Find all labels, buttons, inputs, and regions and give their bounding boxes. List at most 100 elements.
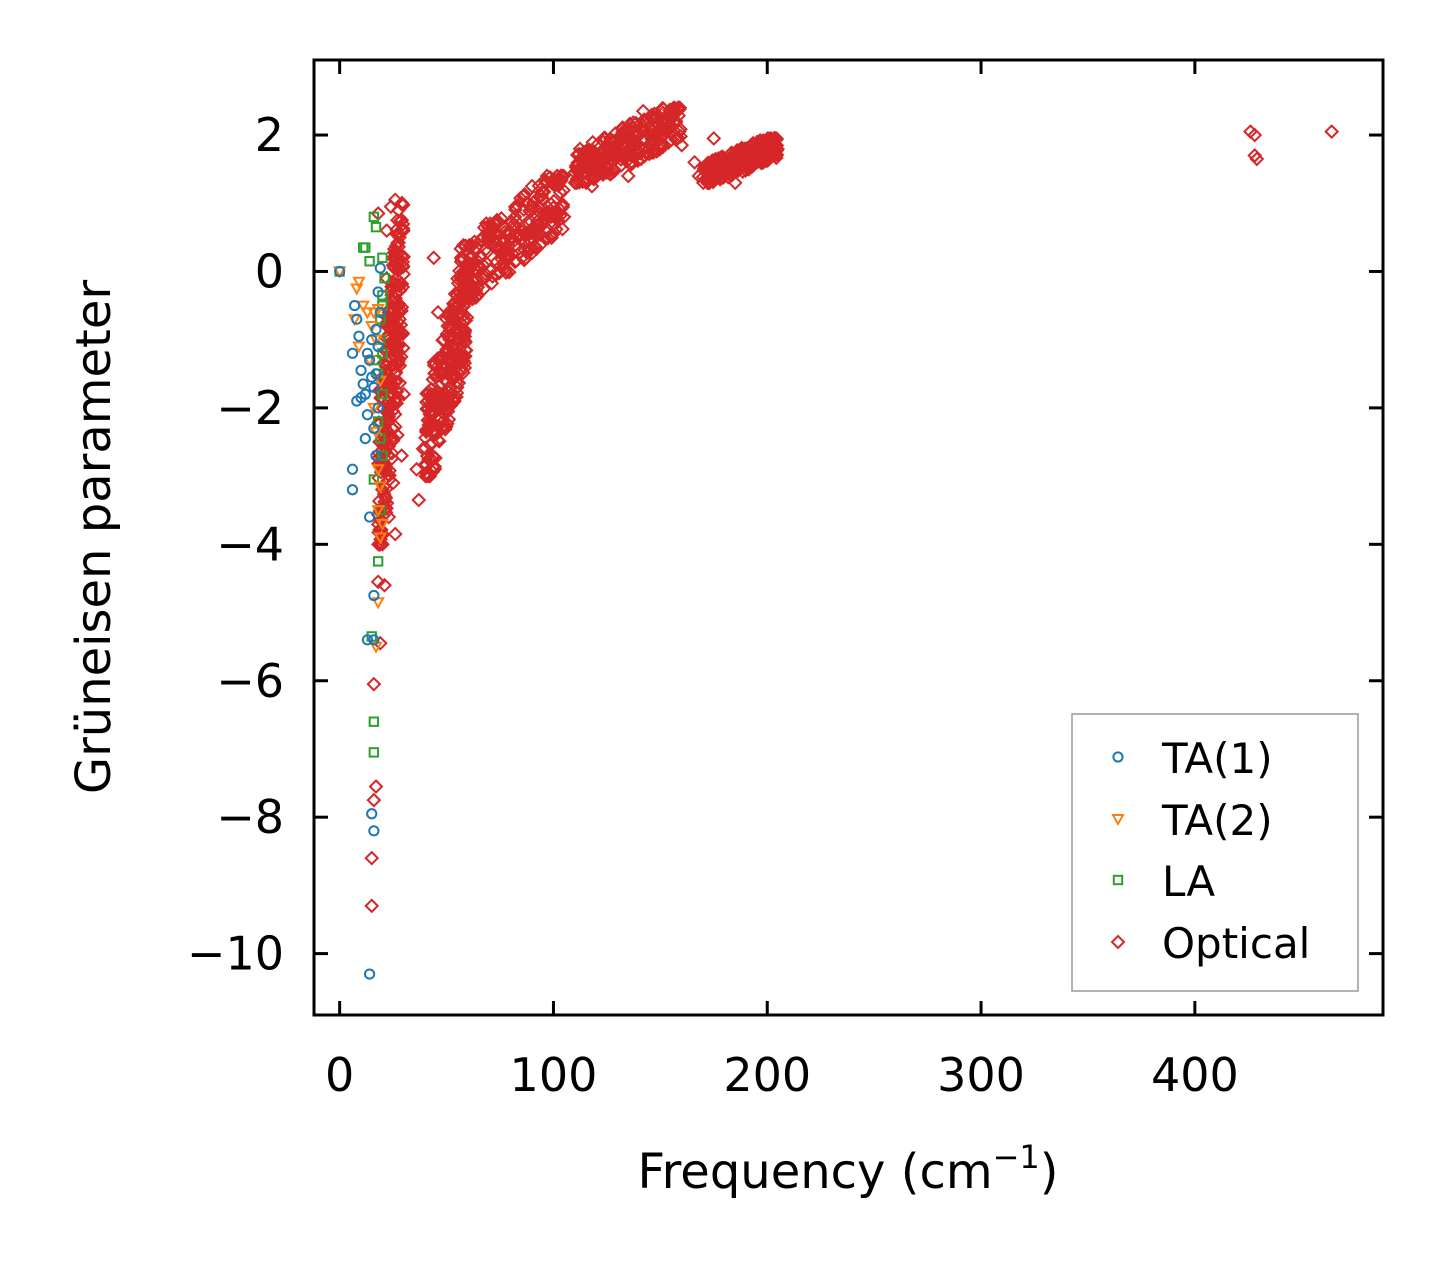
ta1-point bbox=[363, 354, 376, 366]
y-tick-label: −4 bbox=[216, 517, 284, 571]
optical-cluster-point bbox=[586, 171, 602, 187]
x-tick-label: 400 bbox=[1151, 1048, 1239, 1102]
ta2-point bbox=[356, 300, 370, 313]
optical-cluster-point bbox=[517, 226, 533, 241]
ta1-point bbox=[368, 381, 380, 394]
optical-cluster-point bbox=[461, 291, 477, 307]
optical-cluster-point bbox=[590, 136, 606, 152]
optical-cluster-point bbox=[437, 419, 453, 435]
optical-point bbox=[385, 250, 401, 266]
optical-point bbox=[370, 574, 386, 590]
optical-cluster-point bbox=[371, 536, 386, 552]
optical-cluster-point bbox=[461, 237, 477, 253]
la-point bbox=[370, 221, 382, 233]
optical-point bbox=[377, 577, 392, 593]
optical-cluster-point bbox=[571, 174, 587, 190]
optical-cluster-point bbox=[625, 115, 641, 130]
ta1-point bbox=[374, 306, 386, 318]
optical-cluster-point bbox=[536, 184, 552, 200]
optical-cluster-point bbox=[705, 174, 721, 190]
optical-cluster-point bbox=[496, 244, 511, 260]
la-point bbox=[368, 747, 380, 758]
optical-cluster-point bbox=[427, 461, 443, 477]
optical-cluster-point bbox=[386, 431, 401, 447]
la-point bbox=[360, 242, 371, 253]
optical-cluster-point bbox=[723, 164, 739, 180]
optical-cluster-point bbox=[510, 228, 525, 243]
optical-point bbox=[610, 137, 626, 153]
optical-point bbox=[687, 154, 702, 170]
optical-cluster-point bbox=[767, 131, 783, 146]
y-tick-label: −10 bbox=[187, 927, 284, 981]
optical-cluster-point bbox=[422, 437, 438, 453]
optical-cluster-point bbox=[381, 398, 397, 414]
optical-point bbox=[368, 779, 384, 794]
ta2-point bbox=[371, 505, 385, 518]
ta2-point bbox=[375, 518, 390, 531]
optical-point bbox=[635, 103, 651, 119]
optical-point bbox=[524, 178, 540, 194]
optical-cluster-point bbox=[496, 261, 512, 277]
optical-cluster-point bbox=[531, 217, 547, 232]
optical-cluster-point bbox=[655, 105, 671, 121]
optical-cluster-point bbox=[744, 145, 760, 161]
optical-point bbox=[385, 475, 401, 491]
optical-cluster-point bbox=[451, 284, 467, 299]
optical-point bbox=[460, 264, 476, 279]
optical-cluster-point bbox=[623, 147, 639, 163]
optical-point bbox=[366, 676, 382, 692]
optical-cluster-point bbox=[633, 116, 648, 131]
optical-point bbox=[387, 192, 403, 208]
ta1-point bbox=[361, 347, 374, 359]
optical-cluster-point bbox=[645, 142, 661, 158]
optical-cluster-point bbox=[540, 230, 556, 246]
optical-cluster-point bbox=[504, 214, 520, 230]
ta1-point bbox=[351, 313, 363, 325]
optical-cluster-point bbox=[539, 168, 555, 184]
optical-cluster-point bbox=[372, 536, 388, 552]
x-axis-label: Frequency (cm−1) bbox=[637, 1138, 1058, 1200]
la-point bbox=[368, 211, 380, 223]
x-tick-label: 0 bbox=[325, 1048, 354, 1102]
optical-point bbox=[389, 427, 405, 443]
optical-cluster-point bbox=[652, 141, 668, 157]
optical-cluster-point bbox=[457, 323, 473, 339]
y-tick-label: 2 bbox=[255, 108, 284, 162]
optical-cluster-point bbox=[447, 346, 463, 362]
optical-cluster-point bbox=[647, 110, 663, 125]
optical-cluster-point bbox=[395, 254, 411, 270]
optical-cluster-point bbox=[451, 375, 467, 391]
legend-box bbox=[1071, 713, 1359, 992]
optical-cluster-point bbox=[507, 232, 522, 248]
ta1-point bbox=[374, 262, 386, 274]
optical-cluster-point bbox=[604, 153, 620, 169]
optical-point bbox=[473, 250, 489, 266]
optical-cluster-point bbox=[395, 223, 411, 239]
optical-cluster-point bbox=[715, 154, 731, 170]
ta1-point bbox=[359, 432, 371, 445]
optical-cluster-point bbox=[454, 252, 470, 268]
optical-point bbox=[443, 332, 459, 348]
optical-cluster-point bbox=[394, 195, 410, 211]
optical-cluster-point bbox=[375, 536, 390, 552]
optical-cluster-point bbox=[489, 266, 504, 282]
optical-point bbox=[751, 137, 767, 153]
ta1-point bbox=[368, 589, 380, 602]
optical-cluster-point bbox=[391, 351, 407, 367]
optical-cluster-point bbox=[390, 338, 406, 353]
optical-cluster-point bbox=[473, 232, 489, 247]
optical-point bbox=[464, 277, 480, 293]
optical-cluster-point bbox=[394, 325, 410, 341]
ta1-point bbox=[346, 484, 359, 496]
optical-cluster-point bbox=[390, 343, 405, 359]
optical-point bbox=[727, 175, 743, 191]
optical-point bbox=[379, 270, 395, 286]
legend-marker-ta1 bbox=[1112, 751, 1124, 763]
legend-markers bbox=[1110, 751, 1126, 950]
optical-cluster-point bbox=[385, 294, 401, 310]
optical-cluster-point bbox=[376, 456, 391, 472]
legend-label-la: LA bbox=[1162, 857, 1215, 906]
la-point bbox=[375, 314, 386, 325]
optical-point bbox=[422, 414, 437, 429]
